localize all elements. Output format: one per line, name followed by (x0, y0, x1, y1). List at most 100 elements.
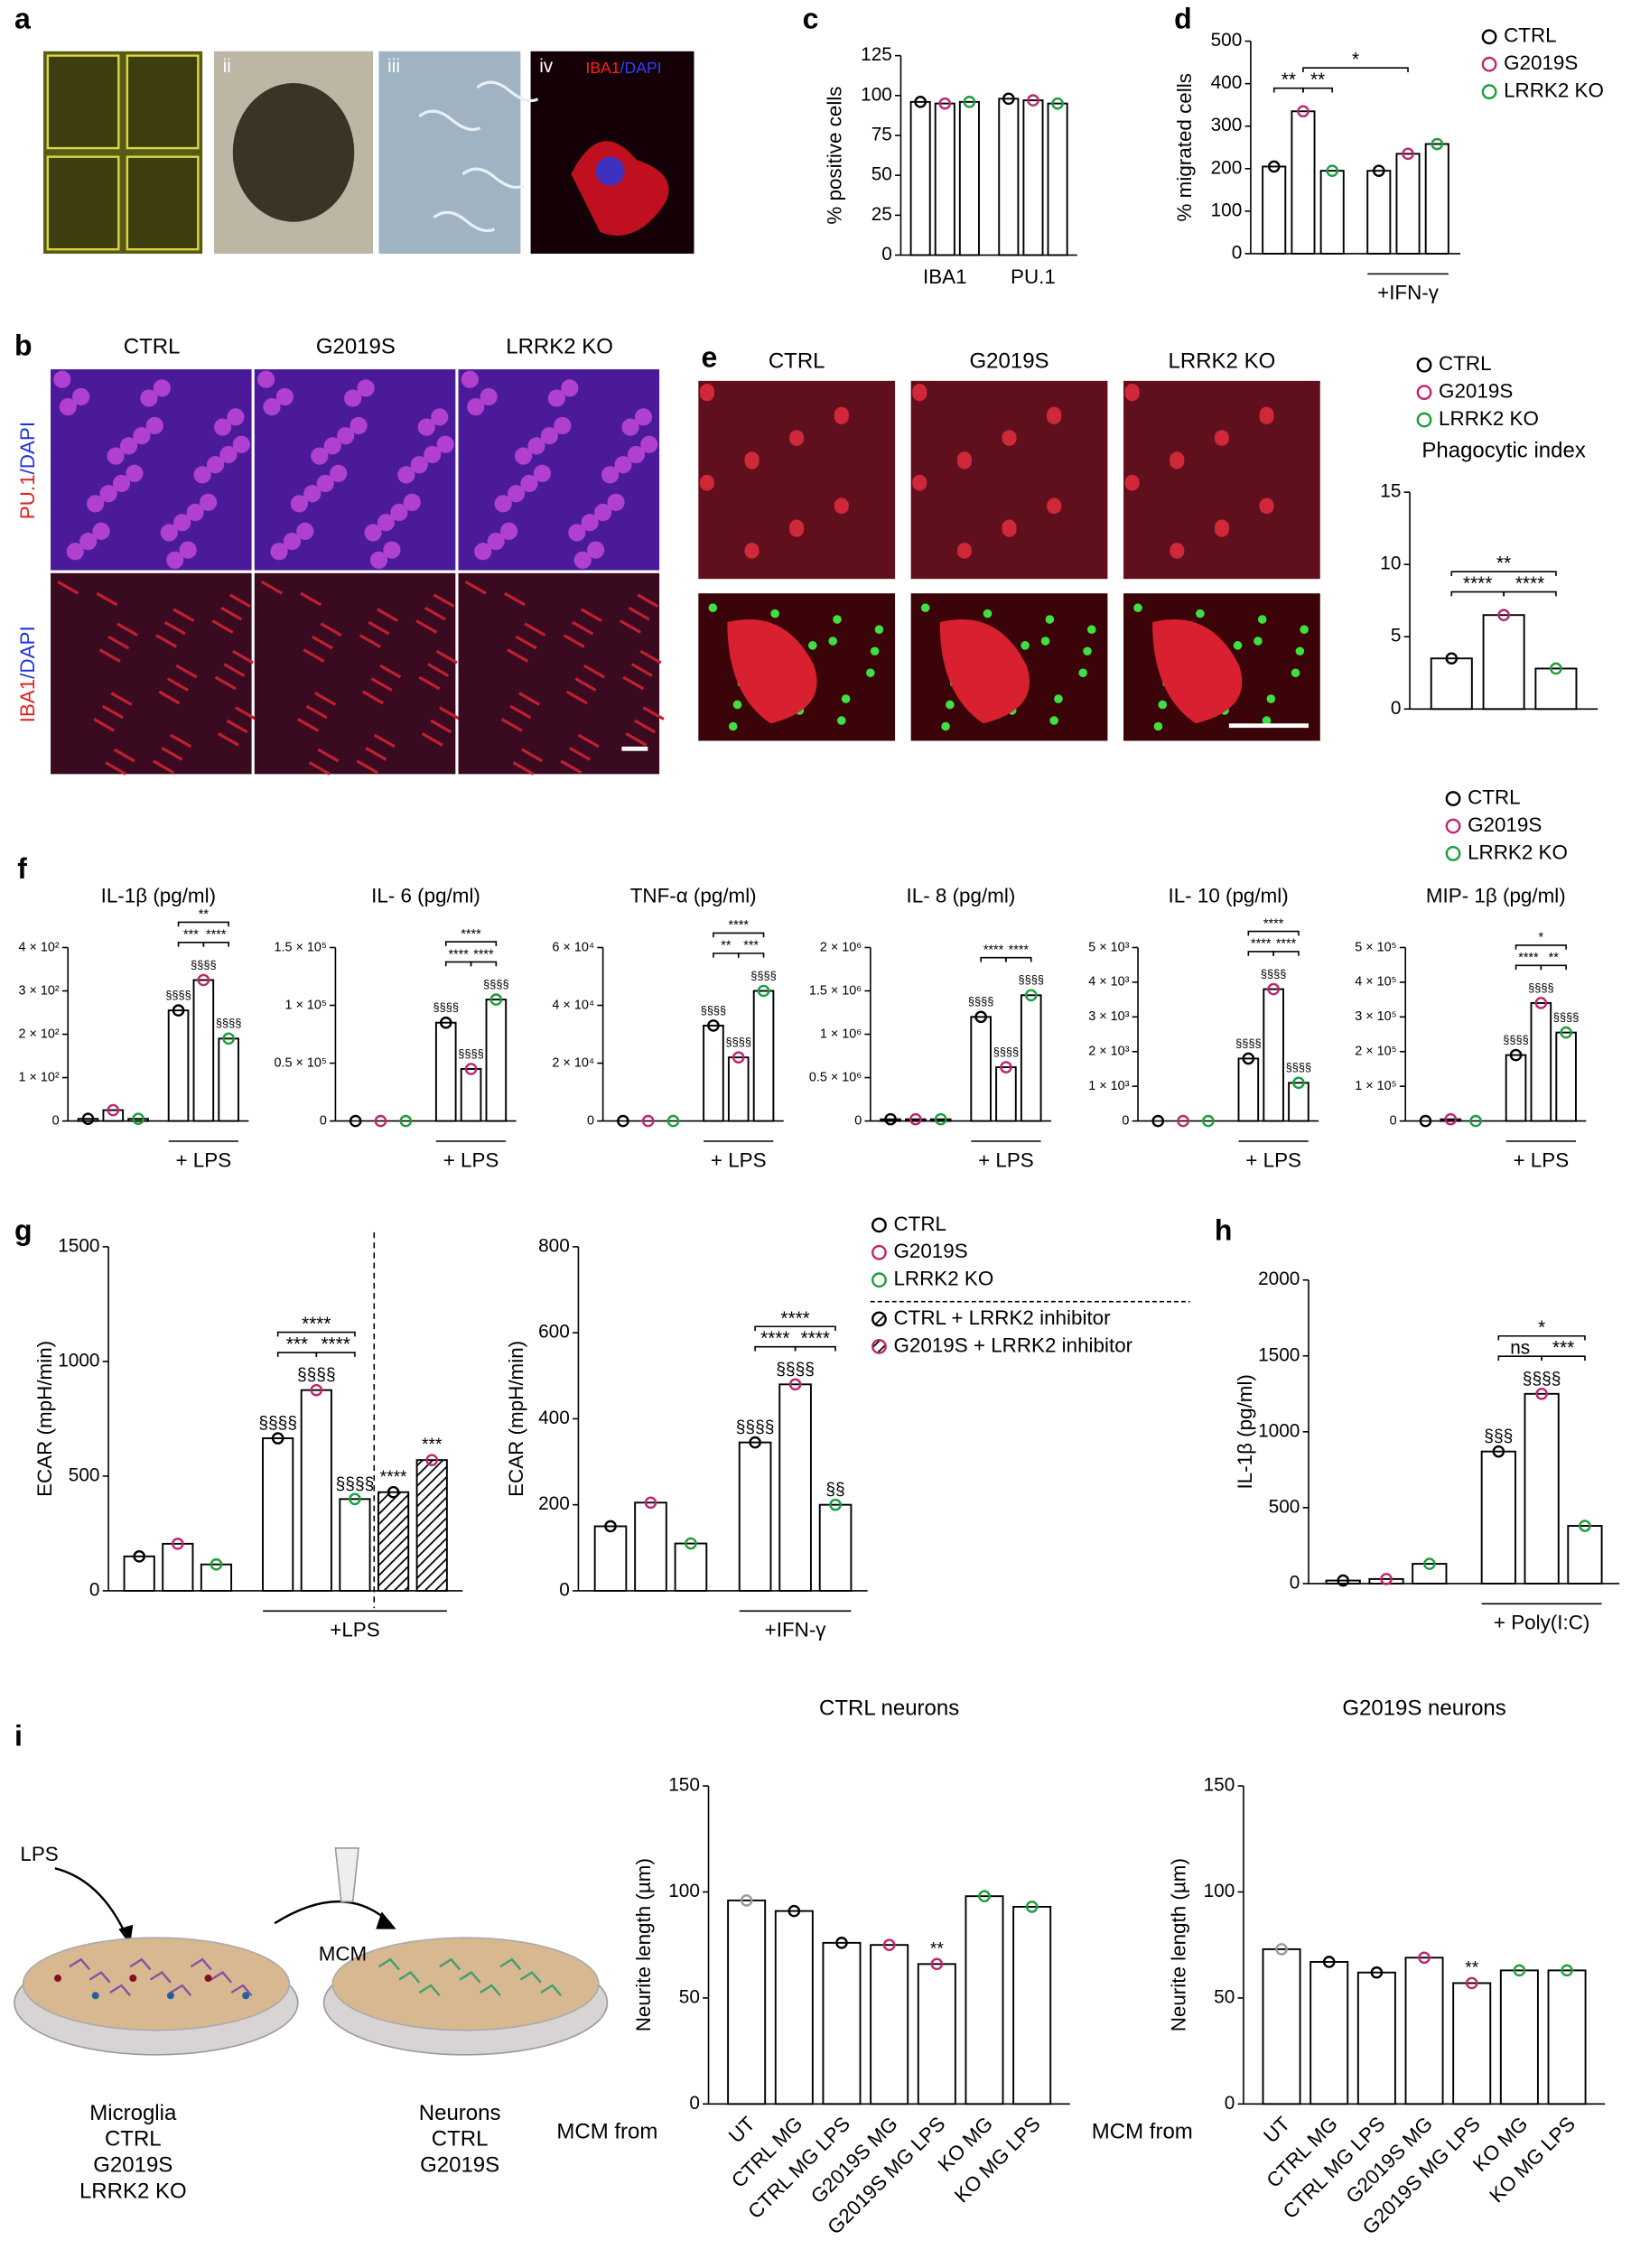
cell (377, 608, 399, 623)
bead (946, 700, 955, 710)
mean-point (172, 1004, 185, 1017)
significance: ** (1310, 70, 1325, 90)
column-label: G2019S (970, 349, 1049, 373)
bar (822, 1941, 862, 2105)
nucleus (179, 541, 197, 559)
mean-point (374, 1114, 387, 1128)
cell (565, 690, 588, 705)
bar (778, 1383, 812, 1592)
mean-point (349, 1114, 362, 1128)
legend-label: LRRK2 KO (893, 1268, 993, 1290)
mean-point (210, 1557, 223, 1571)
nucleus (364, 524, 382, 542)
bar-note: §§§§ (701, 1003, 726, 1017)
group-label: +IFN-γ (765, 1619, 827, 1641)
cell (109, 1984, 132, 1997)
cell (540, 1984, 563, 1997)
nucleus (330, 464, 348, 482)
bracket (276, 1331, 356, 1337)
mean-point (310, 1383, 323, 1397)
nucleus (587, 541, 605, 559)
cell (89, 1971, 111, 1984)
nucleus (461, 370, 479, 388)
nucleus (153, 379, 171, 397)
nucleus (424, 445, 442, 464)
bar-note: §§§§ (258, 1414, 297, 1433)
legend-marker (1416, 412, 1432, 428)
mean-point (1465, 1976, 1478, 1990)
bead (1078, 668, 1087, 678)
bracket (1247, 930, 1300, 936)
bar (1534, 667, 1578, 711)
cell (1124, 476, 1140, 491)
bar (958, 100, 980, 256)
significance: **** (1009, 943, 1030, 957)
bar (917, 1963, 956, 2105)
bead (1153, 721, 1163, 731)
mean-point (757, 984, 770, 998)
nucleus (480, 387, 498, 406)
nucleus (383, 541, 401, 559)
nucleus (311, 447, 329, 465)
cell (312, 635, 334, 650)
cell (569, 747, 592, 761)
cell (226, 719, 248, 734)
group-label: LRRK2 KO (79, 2179, 187, 2203)
bar (377, 1491, 410, 1592)
bar (300, 1389, 332, 1592)
bar (1325, 1579, 1361, 1585)
nucleus (621, 418, 639, 436)
legend-marker (871, 1217, 887, 1233)
cell (362, 690, 385, 705)
significance: **** (983, 943, 1004, 957)
nucleus (186, 503, 204, 522)
mean-point (197, 973, 210, 987)
mean-point (1431, 137, 1444, 151)
nucleus (213, 418, 232, 436)
cell (359, 634, 381, 648)
chart-title: IL- 6 (pg/ml) (371, 884, 480, 906)
bead (1291, 668, 1300, 678)
panel-letter: c (803, 3, 819, 35)
panel-letter: b (14, 329, 33, 361)
bar-note: §§§§ (191, 958, 216, 971)
mean-point (133, 1550, 145, 1563)
chart-title: CTRL neurons (819, 1696, 959, 1721)
cell (149, 1971, 172, 1984)
nucleus (417, 418, 435, 436)
bar-note: §§§§ (165, 988, 191, 1001)
y-tick-label: 125 (861, 44, 892, 65)
y-tick-label: 400 (1211, 72, 1243, 93)
group-label: +LPS (330, 1619, 379, 1641)
cell (155, 634, 178, 648)
cell (98, 648, 121, 663)
panel-letter: d (1174, 3, 1192, 35)
bead (1254, 637, 1263, 646)
cell (461, 167, 525, 190)
bracket (1272, 951, 1300, 956)
y-axis-label: Neurite length (µm) (632, 1858, 655, 2031)
cell (1124, 386, 1140, 402)
nucleus (227, 408, 245, 426)
cell (435, 649, 458, 665)
bracket (1247, 951, 1274, 956)
bar (1237, 1057, 1260, 1122)
bar (192, 979, 215, 1122)
cell (479, 1984, 501, 1997)
nucleus (166, 551, 184, 569)
mean-point (909, 1112, 922, 1126)
bracket (202, 942, 229, 947)
bead (828, 637, 838, 646)
bar (1547, 1969, 1587, 2105)
cell (217, 732, 239, 747)
cell (459, 1971, 481, 1984)
cell (96, 591, 118, 607)
mean-point (1423, 1557, 1436, 1570)
bead (1158, 700, 1168, 710)
y-tick-label: 50 (679, 1986, 700, 2007)
bar (1567, 1525, 1603, 1585)
bar (1440, 1118, 1462, 1122)
cell (503, 591, 526, 607)
nucleus (160, 524, 178, 542)
cell (637, 593, 659, 609)
